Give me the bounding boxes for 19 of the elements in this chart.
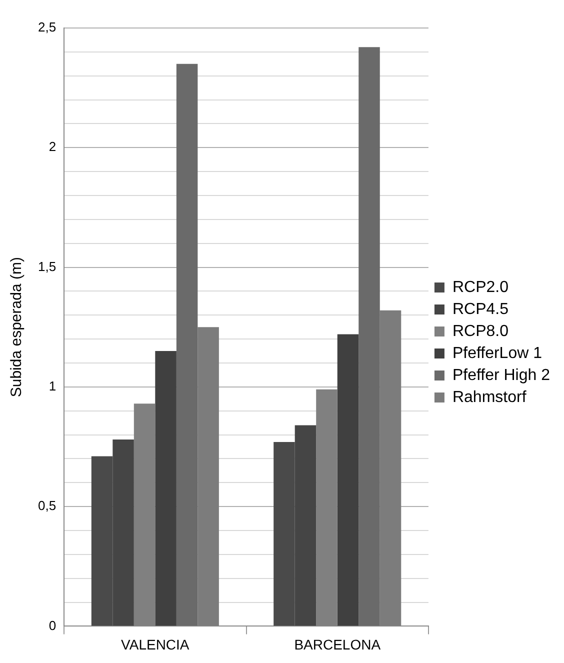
legend-label: Pfeffer High 2 <box>452 366 550 384</box>
legend-label: PfefferLow 1 <box>452 344 542 362</box>
x-tick-label: BARCELONA <box>294 636 382 652</box>
bar <box>155 351 176 626</box>
y-tick-label: 1 <box>48 378 56 394</box>
legend-label: Rahmstorf <box>452 388 527 406</box>
bar <box>337 334 359 626</box>
bar <box>358 47 380 626</box>
legend-label: RCP2.0 <box>452 278 509 296</box>
y-axis-title: Subida esperada (m) <box>8 257 26 398</box>
y-tick-label: 0,5 <box>38 498 56 514</box>
legend-label: RCP8.0 <box>452 322 509 340</box>
y-tick-label: 1,5 <box>38 258 56 274</box>
legend-label: RCP4.5 <box>452 300 509 318</box>
y-tick-label: 0 <box>48 618 56 633</box>
y-tick-label: 2 <box>48 139 56 154</box>
bar <box>176 64 198 626</box>
y-tick-label: 2,5 <box>38 20 56 35</box>
x-tick-label: VALENCIA <box>121 636 190 652</box>
